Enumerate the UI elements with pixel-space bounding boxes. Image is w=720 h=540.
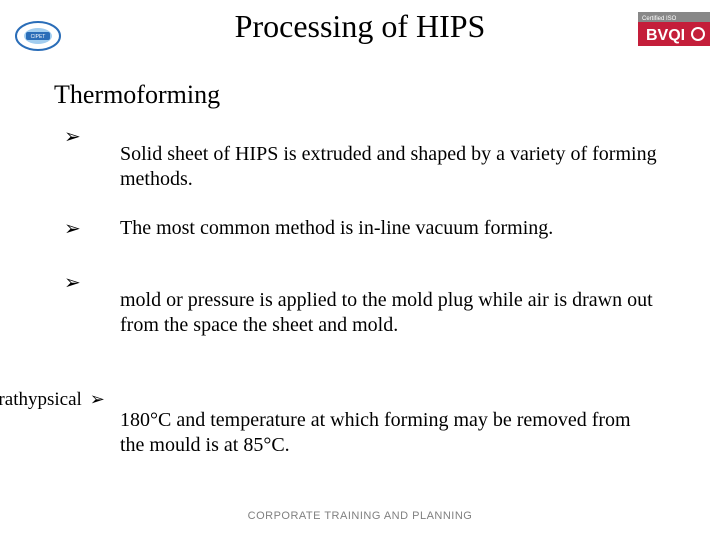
section-title: Thermoforming bbox=[54, 80, 220, 110]
bullet-text: 180°C and temperature at which forming m… bbox=[120, 408, 660, 458]
svg-text:CIPET: CIPET bbox=[31, 34, 46, 40]
bullet-text: The most common method is in-line vacuum… bbox=[120, 216, 674, 241]
page-title: Processing of HIPS bbox=[0, 0, 720, 45]
bullet-item: ➢ Solid sheet of HIPS is extruded and sh… bbox=[64, 124, 674, 192]
bullet-marker-icon: ➢ bbox=[64, 270, 120, 296]
footer-text: CORPORATE TRAINING AND PLANNING bbox=[0, 510, 720, 522]
bullet-marker-icon: ➢ bbox=[90, 388, 105, 411]
bullet-text: mold or pressure is applied to the mold … bbox=[120, 288, 674, 338]
bullet-marker-icon: ➢ bbox=[64, 124, 120, 150]
logo-right: Certified ISO BVQI bbox=[638, 12, 710, 46]
bullet-list: ➢ Solid sheet of HIPS is extruded and sh… bbox=[64, 124, 674, 362]
bullet-item: ➢ mold or pressure is applied to the mol… bbox=[64, 270, 674, 338]
bullet-item: ➢ The most common method is in-line vacu… bbox=[64, 216, 674, 242]
svg-text:Certified ISO: Certified ISO bbox=[642, 16, 677, 22]
bullet-item-fourth: erathypsical ➢ 180°C and temperature at … bbox=[0, 386, 680, 412]
svg-text:BVQI: BVQI bbox=[646, 27, 685, 44]
logo-left: CIPET bbox=[10, 18, 66, 54]
stray-label: erathypsical bbox=[0, 388, 82, 412]
slide: CIPET Processing of HIPS Certified ISO B… bbox=[0, 0, 720, 540]
bullet-text: Solid sheet of HIPS is extruded and shap… bbox=[120, 142, 674, 192]
bullet-marker-icon: ➢ bbox=[64, 216, 120, 242]
header: CIPET Processing of HIPS Certified ISO B… bbox=[0, 0, 720, 60]
